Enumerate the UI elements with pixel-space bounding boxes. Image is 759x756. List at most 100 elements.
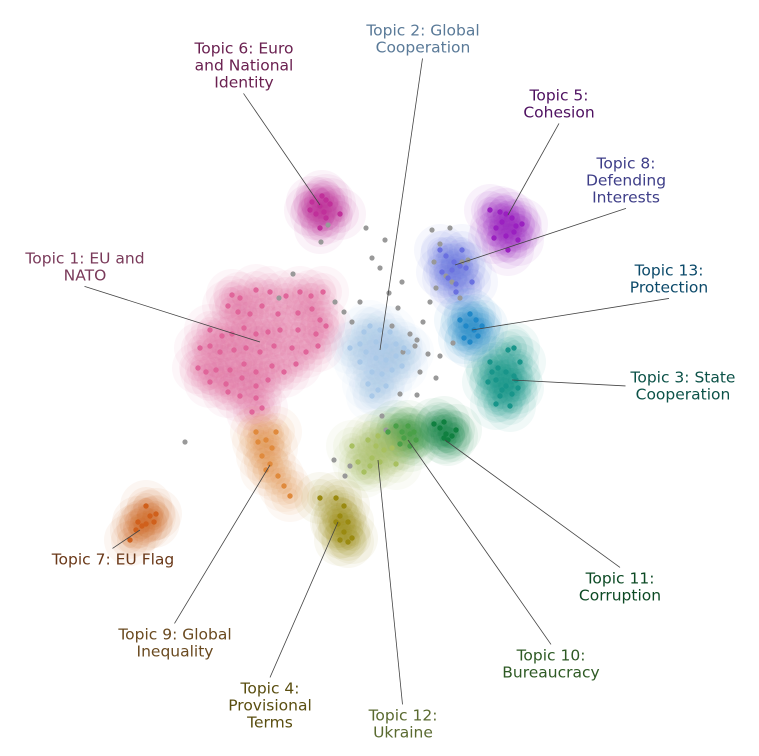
topic-2-point [367, 323, 373, 329]
topic-1-point [315, 343, 321, 349]
topic-3-point [487, 359, 493, 365]
topic-3-point [485, 379, 491, 385]
topic-12-leader-line [377, 459, 403, 705]
topic-5-point [503, 233, 509, 239]
topic-7-point [147, 513, 153, 519]
topic-6-point [313, 211, 319, 217]
topic-1-point [217, 349, 223, 355]
topic-5-point [511, 229, 517, 235]
topic-2-point [373, 355, 379, 361]
topic-1-point [277, 327, 283, 333]
topic-1-point [229, 292, 235, 298]
outlier-point [369, 255, 375, 261]
topic-2-leader-line [379, 58, 423, 351]
topic-5-point [497, 209, 503, 215]
topic-13-point [479, 323, 485, 329]
topic-8-point [445, 275, 451, 281]
topic-11-leader-line [444, 439, 621, 568]
topic-1-point [259, 303, 265, 309]
topic-5-label: Topic 5: Cohesion [523, 86, 594, 121]
topic-1-point [259, 405, 265, 411]
outlier-point [437, 353, 443, 359]
outlier-point [290, 271, 296, 277]
outlier-point [341, 309, 347, 315]
topic-9-point [281, 483, 287, 489]
topic-1-point [195, 365, 201, 371]
topic-1-point [308, 293, 314, 299]
topic-11-point [441, 435, 447, 441]
topic-8-point [463, 265, 469, 271]
topic-13-point [457, 317, 463, 323]
topic-2-point [357, 359, 363, 365]
topic-13-point [467, 311, 473, 317]
outlier-point [427, 299, 433, 305]
topic-4-point [337, 537, 343, 543]
topic-10-point [399, 429, 405, 435]
topic-6-point [321, 209, 327, 215]
topic-12-point [381, 447, 387, 453]
outlier-point [342, 473, 348, 479]
topic-3-point [515, 385, 521, 391]
points-layer [127, 193, 525, 545]
topic-5-point [493, 225, 499, 231]
topic-1-point [197, 345, 203, 351]
topic-1-point [271, 343, 277, 349]
topic-1-point [293, 361, 299, 367]
outlier-point [331, 457, 337, 463]
topic-4-point [317, 495, 323, 501]
topic-1-point [247, 311, 253, 317]
topic-4-point [345, 519, 351, 525]
topic-1-point [223, 381, 229, 387]
topic-12-point [389, 445, 395, 451]
topic-8-point [437, 247, 443, 253]
topic-5-point [515, 237, 521, 243]
topic-1-label: Topic 1: EU and NATO [24, 249, 144, 284]
topic-2-point [375, 387, 381, 393]
topic-1-point [237, 393, 243, 399]
topic-3-point [505, 347, 511, 353]
topic-6-point [309, 199, 315, 205]
outlier-point [429, 227, 435, 233]
topic-5-point [519, 221, 525, 227]
outlier-point [437, 241, 443, 247]
topic-13-point [473, 317, 479, 323]
topic-9-point [259, 453, 265, 459]
topic-8-point [449, 267, 455, 273]
topic-7-point [143, 521, 149, 527]
outlier-point [357, 299, 363, 305]
topic-3-point [497, 393, 503, 399]
outlier-point [379, 413, 385, 419]
topic-2-point [377, 327, 383, 333]
topic-5-point [491, 235, 497, 241]
topic-7-point [127, 537, 133, 543]
topic-4-label: Topic 4: Provisional Terms [228, 679, 312, 731]
topic-3-leader-line [511, 379, 626, 387]
outlier-point [400, 349, 406, 355]
topic-1-point [283, 293, 289, 299]
outlier-point [414, 392, 420, 398]
outlier-point [395, 305, 401, 311]
outlier-point [420, 319, 426, 325]
topic-1-point [275, 311, 281, 317]
topic-4-point [341, 529, 347, 535]
topic-3-point [493, 377, 499, 383]
topic-1-point [281, 369, 287, 375]
topic-12-point [365, 437, 371, 443]
topic-2-point [383, 383, 389, 389]
topic-3-point [517, 359, 523, 365]
topic-10-point [385, 429, 391, 435]
labels-layer: Topic 1: EU and NATO Topic 2: Global Cooper… [24, 21, 735, 741]
topic-6-point [317, 203, 323, 209]
outlier-point [450, 340, 456, 346]
topic-1-point [243, 345, 249, 351]
topic-9-density [230, 406, 316, 522]
topic-4-point [337, 513, 343, 519]
topic-1-point [207, 327, 213, 333]
topic-11-point [449, 433, 455, 439]
topic-12-point [393, 461, 399, 467]
topic-1-point [317, 317, 323, 323]
outlier-point [363, 225, 369, 231]
topic-3-point [493, 401, 499, 407]
topic-1-point [237, 295, 243, 301]
topic-1-point [297, 289, 303, 295]
